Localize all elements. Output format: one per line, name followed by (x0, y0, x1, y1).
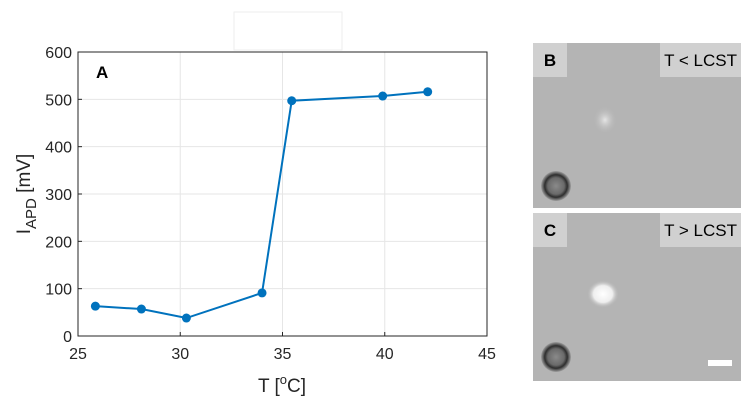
micrograph: T > LCST (533, 213, 741, 381)
data-point (136, 304, 146, 314)
empty-box (233, 11, 343, 51)
label-box (660, 43, 741, 77)
x-tick-label: 25 (69, 346, 87, 363)
data-point (378, 91, 388, 101)
x-tick-label: 45 (478, 346, 496, 363)
y-tick-label: 600 (45, 45, 72, 62)
x-tick-label: 30 (171, 346, 189, 363)
y-tick-label: 500 (45, 92, 72, 109)
data-point (423, 87, 433, 97)
data-point (257, 288, 267, 298)
data-point (90, 301, 100, 311)
axes-box (77, 51, 488, 337)
label-box (533, 213, 567, 247)
y-axis-label: IAPD [mV] (14, 154, 40, 234)
micrograph: T < LCST (533, 43, 741, 208)
panel-label: C (544, 221, 556, 240)
spot (593, 106, 617, 134)
label-box (660, 213, 741, 247)
y-tick-label: 400 (45, 140, 72, 157)
x-tick-label: 40 (376, 346, 394, 363)
panel-label: B (544, 51, 556, 70)
bead (541, 171, 571, 201)
bead (541, 342, 571, 372)
y-tick-label: 0 (63, 329, 72, 346)
spot (587, 280, 619, 308)
y-tick-label: 200 (45, 234, 72, 251)
x-axis-label: T [oC] (258, 372, 306, 397)
panel-label: A (96, 63, 108, 82)
condition-label: T > LCST (664, 221, 737, 240)
data-point (181, 313, 191, 323)
y-tick-label: 100 (45, 282, 72, 299)
data-point (287, 96, 297, 106)
condition-label: T < LCST (664, 51, 737, 70)
x-tick-label: 35 (274, 346, 292, 363)
scale-bar (708, 360, 732, 366)
label-box (533, 43, 567, 77)
y-tick-label: 300 (45, 187, 72, 204)
